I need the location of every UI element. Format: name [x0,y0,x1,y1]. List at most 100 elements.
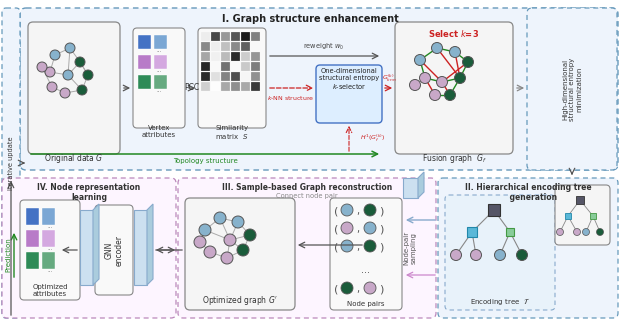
Circle shape [65,43,75,53]
Circle shape [341,204,353,216]
FancyBboxPatch shape [2,178,176,318]
Bar [42,208,55,225]
Bar [201,32,210,41]
Circle shape [463,56,474,67]
Bar [251,42,260,51]
FancyBboxPatch shape [438,178,618,318]
Text: (: ( [334,206,338,216]
Circle shape [495,249,506,260]
Polygon shape [418,172,424,198]
Text: One-dimensional
structural entropy
$k$-selector: One-dimensional structural entropy $k$-s… [319,68,379,91]
FancyBboxPatch shape [527,8,617,170]
Circle shape [77,85,87,95]
Bar [221,62,230,71]
Bar [241,32,250,41]
FancyBboxPatch shape [316,65,382,123]
Circle shape [431,42,442,53]
Circle shape [194,236,206,248]
Text: Prediction: Prediction [5,238,11,273]
Circle shape [573,229,580,235]
Circle shape [232,216,244,228]
FancyBboxPatch shape [133,28,185,128]
Bar [154,55,167,69]
Text: $k$-NN structure: $k$-NN structure [268,94,315,102]
Circle shape [419,72,431,83]
Text: II. Hierarchical encoding tree
    generation: II. Hierarchical encoding tree generatio… [465,183,591,202]
Text: Topology structure: Topology structure [173,158,237,164]
Circle shape [37,62,47,72]
Circle shape [410,80,420,91]
Text: PCC: PCC [184,83,200,93]
Text: Vertex
attributes: Vertex attributes [142,125,176,138]
Circle shape [364,240,376,252]
Bar [251,32,260,41]
Bar [26,230,39,247]
Bar [26,252,39,269]
Text: Node-pair
sampling: Node-pair sampling [403,231,417,265]
Text: reweight $w_0$: reweight $w_0$ [303,42,344,52]
Polygon shape [80,210,93,285]
FancyBboxPatch shape [185,198,295,310]
Circle shape [364,204,376,216]
Bar [154,35,167,49]
Text: ): ) [379,224,383,234]
Text: IV. Node representation
learning: IV. Node representation learning [37,183,141,202]
Bar [241,42,250,51]
Text: Node pairs: Node pairs [348,301,385,307]
Bar [211,42,220,51]
Bar [231,42,240,51]
Circle shape [596,229,604,235]
Bar [231,72,240,81]
Text: ...: ... [47,245,52,250]
Polygon shape [403,178,418,198]
Circle shape [45,67,55,77]
FancyBboxPatch shape [445,195,555,310]
FancyBboxPatch shape [330,198,402,310]
Circle shape [224,234,236,246]
Bar [231,82,240,91]
Bar [201,62,210,71]
Text: ): ) [379,284,383,294]
Circle shape [429,90,440,100]
Bar [211,32,220,41]
Text: Optimized
attributes: Optimized attributes [32,284,68,297]
Bar [251,82,260,91]
FancyBboxPatch shape [395,22,513,154]
FancyBboxPatch shape [178,178,436,318]
Circle shape [341,240,353,252]
Circle shape [83,70,93,80]
Circle shape [75,57,85,67]
Bar [251,62,260,71]
Circle shape [244,229,256,241]
Bar [138,35,151,49]
Bar [201,82,210,91]
Text: ,: , [356,242,360,252]
Bar [241,72,250,81]
Circle shape [449,47,461,57]
Bar [138,75,151,89]
Bar [211,72,220,81]
Bar [201,72,210,81]
FancyBboxPatch shape [28,22,120,154]
Text: Encoding tree  $\mathcal{T}$: Encoding tree $\mathcal{T}$ [470,296,530,307]
FancyBboxPatch shape [95,205,133,295]
Bar [42,252,55,269]
Circle shape [50,50,60,60]
Circle shape [582,229,589,235]
Bar [241,52,250,61]
Circle shape [63,70,73,80]
Bar [251,72,260,81]
Circle shape [47,82,57,92]
Text: $H^1(G_f^{(k)})$: $H^1(G_f^{(k)})$ [360,132,386,144]
Text: GNN
encoder: GNN encoder [104,234,124,265]
Circle shape [415,54,426,66]
Bar [241,62,250,71]
Bar [221,42,230,51]
Text: ...: ... [362,265,371,275]
Text: Original data $G$: Original data $G$ [44,152,104,165]
Bar [154,75,167,89]
Bar [201,52,210,61]
Bar [251,52,260,61]
Circle shape [221,252,233,264]
Circle shape [341,222,353,234]
